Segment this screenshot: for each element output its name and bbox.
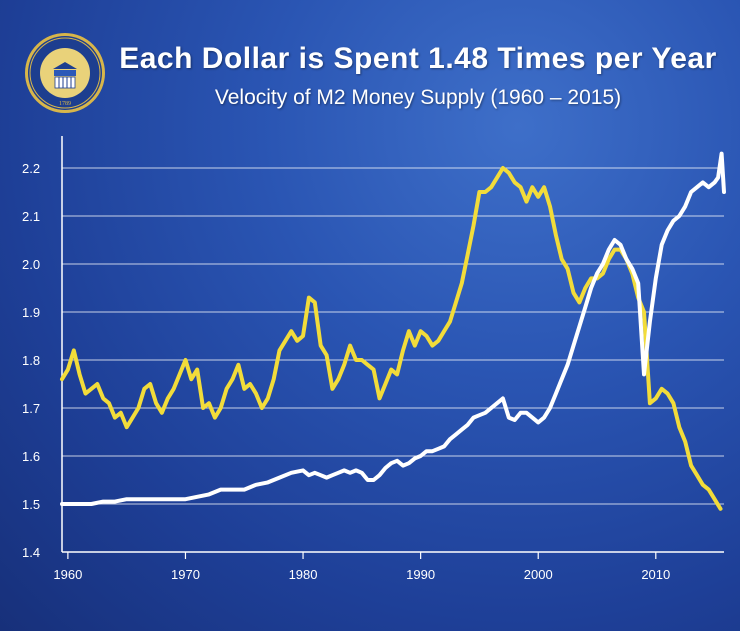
series-line-white: [60, 151, 726, 506]
svg-text:1789: 1789: [59, 101, 71, 107]
y-tick-label: 2.2: [22, 161, 40, 176]
x-tick-label: 2010: [641, 567, 670, 582]
y-tick-label: 1.8: [22, 353, 40, 368]
x-tick-label: 1960: [53, 567, 82, 582]
x-tick-label: 1970: [171, 567, 200, 582]
y-tick-label: 1.6: [22, 449, 40, 464]
y-tick-label: 2.1: [22, 209, 40, 224]
chart-title: Each Dollar is Spent 1.48 Times per Year: [119, 42, 717, 75]
y-tick-label: 1.5: [22, 497, 40, 512]
y-tick-label: 1.4: [22, 545, 40, 560]
x-tick-label: 1990: [406, 567, 435, 582]
y-tick-label: 1.9: [22, 305, 40, 320]
y-tick-label: 1.7: [22, 401, 40, 416]
series-line-yellow: [60, 166, 723, 511]
x-tick-label: 2000: [524, 567, 553, 582]
y-tick-label: 2.0: [22, 257, 40, 272]
chart-subtitle: Velocity of M2 Money Supply (1960 – 2015…: [214, 86, 622, 109]
treasury-seal: 1789: [25, 33, 105, 113]
x-tick-label: 1980: [289, 567, 318, 582]
